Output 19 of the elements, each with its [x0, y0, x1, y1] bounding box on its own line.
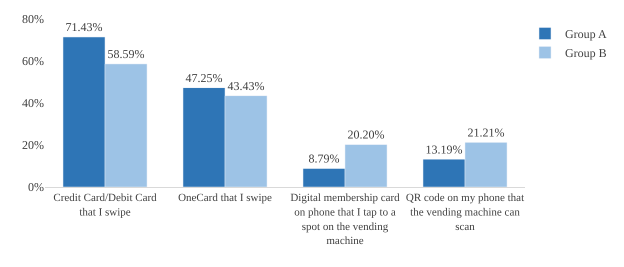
data-label: 58.59% [108, 46, 144, 61]
data-label: 71.43% [66, 20, 102, 34]
data-label: 13.19% [426, 142, 462, 156]
x-tick-label: OneCard that I swipe [178, 192, 272, 204]
data-label: 47.25% [186, 70, 222, 85]
data-label: 21.21% [468, 125, 504, 140]
data-label: 20.20% [348, 128, 384, 142]
x-tick-label: Credit Card/Debit Card that I swipe [53, 192, 158, 218]
x-tick-label: Digital membership card on phone that I tap to a spot on the vending machine [290, 192, 400, 248]
legend-label: Group A [565, 27, 607, 42]
data-label: 43.43% [228, 78, 264, 93]
y-tick-label: 40% [22, 96, 44, 110]
x-tick-label: QR code on my phone that the vending machine can scan [406, 192, 524, 233]
y-tick-label: 80% [22, 12, 44, 26]
data-label: 8.79% [308, 152, 340, 166]
y-tick-label: 60% [22, 54, 44, 68]
y-tick-label: 20% [22, 138, 44, 152]
legend-label: Group B [565, 46, 607, 60]
y-tick-label: 0% [28, 180, 44, 194]
